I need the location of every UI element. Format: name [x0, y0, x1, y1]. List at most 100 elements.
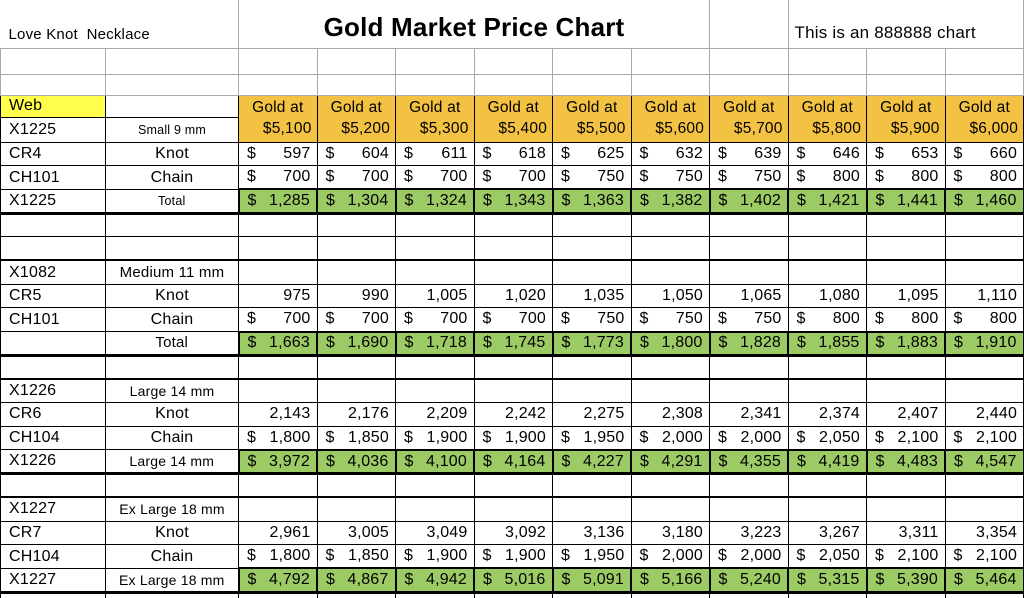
- cell-product-code[interactable]: CH104: [0, 544, 106, 569]
- cell-product-label[interactable]: Chain: [104, 165, 240, 190]
- spreadsheet-cell[interactable]: [944, 377, 1024, 404]
- price-cell[interactable]: $1,304: [316, 188, 397, 215]
- spreadsheet-cell[interactable]: [552, 73, 632, 96]
- spreadsheet-cell[interactable]: [473, 473, 554, 498]
- price-cell[interactable]: $2,050: [787, 425, 868, 451]
- price-cell[interactable]: $1,900: [395, 425, 475, 451]
- price-cell[interactable]: $1,718: [394, 330, 476, 357]
- spreadsheet-cell[interactable]: [395, 473, 475, 498]
- cell-product-code[interactable]: [0, 354, 106, 380]
- cell-product-code[interactable]: [0, 47, 106, 75]
- price-cell[interactable]: $1,363: [551, 188, 633, 215]
- gold-price-header-cell[interactable]: Gold at $5,600: [630, 94, 711, 143]
- spreadsheet-cell[interactable]: [473, 212, 554, 238]
- price-cell[interactable]: $1,285: [237, 188, 319, 215]
- price-cell[interactable]: $4,483: [865, 448, 947, 476]
- price-cell[interactable]: $2,050: [787, 544, 868, 569]
- price-cell[interactable]: 2,374: [787, 402, 868, 427]
- spreadsheet-cell[interactable]: [709, 73, 789, 96]
- price-cell[interactable]: 1,005: [395, 283, 475, 309]
- spreadsheet-cell[interactable]: [395, 496, 475, 522]
- price-cell[interactable]: $1,800: [238, 425, 318, 451]
- spreadsheet-cell[interactable]: [552, 259, 632, 285]
- spreadsheet-cell[interactable]: [944, 47, 1024, 75]
- price-cell[interactable]: $700: [395, 307, 475, 332]
- price-cell[interactable]: 2,209: [395, 402, 475, 427]
- spreadsheet-cell[interactable]: [395, 212, 475, 238]
- price-cell[interactable]: $5,091: [551, 567, 633, 594]
- price-cell[interactable]: $800: [787, 165, 868, 190]
- cell-product-label[interactable]: Chain: [104, 307, 240, 332]
- spreadsheet-cell[interactable]: [944, 212, 1024, 238]
- price-cell[interactable]: 1,020: [473, 283, 554, 309]
- spreadsheet-cell[interactable]: [787, 47, 868, 75]
- price-cell[interactable]: $750: [552, 307, 632, 332]
- spreadsheet-cell[interactable]: [395, 377, 475, 404]
- spreadsheet-cell[interactable]: [866, 259, 946, 285]
- cell-product-label[interactable]: Large 14 mm: [104, 449, 240, 476]
- price-cell[interactable]: $700: [395, 165, 475, 190]
- cell-product-code[interactable]: [0, 236, 106, 261]
- spreadsheet-cell[interactable]: [395, 47, 475, 75]
- price-cell[interactable]: 2,961: [238, 520, 318, 546]
- cell-product-label[interactable]: Knot: [104, 141, 240, 167]
- spreadsheet-cell[interactable]: [866, 73, 946, 96]
- price-cell[interactable]: $1,910: [944, 330, 1024, 357]
- price-cell[interactable]: $1,950: [552, 544, 632, 569]
- spreadsheet-cell[interactable]: [630, 47, 711, 75]
- price-cell[interactable]: $4,942: [394, 567, 476, 594]
- spreadsheet-cell[interactable]: [866, 236, 946, 261]
- spreadsheet-cell[interactable]: [238, 377, 318, 404]
- price-cell[interactable]: 1,035: [552, 283, 632, 309]
- spreadsheet-cell[interactable]: [630, 236, 711, 261]
- spreadsheet-cell[interactable]: [630, 212, 711, 238]
- cell-product-code[interactable]: X1225: [0, 188, 106, 215]
- price-cell[interactable]: $700: [238, 165, 318, 190]
- spreadsheet-cell[interactable]: [395, 259, 475, 285]
- price-cell[interactable]: 3,223: [709, 520, 789, 546]
- price-cell[interactable]: $800: [944, 307, 1024, 332]
- spreadsheet-cell[interactable]: [709, 0, 789, 49]
- cell-product-label[interactable]: Small 9 mm: [104, 116, 240, 143]
- price-cell[interactable]: $4,036: [316, 448, 397, 476]
- spreadsheet-cell[interactable]: [473, 377, 554, 404]
- price-cell[interactable]: $1,800: [238, 544, 318, 569]
- cell-product-label[interactable]: Knot: [104, 520, 240, 546]
- price-cell[interactable]: $639: [709, 141, 789, 167]
- spreadsheet-cell[interactable]: [709, 377, 789, 404]
- cell-product-code[interactable]: [0, 473, 106, 498]
- price-cell[interactable]: $632: [630, 141, 711, 167]
- price-cell[interactable]: 2,242: [473, 402, 554, 427]
- spreadsheet-cell[interactable]: [316, 591, 397, 598]
- cell-product-code[interactable]: X1226: [0, 449, 106, 476]
- spreadsheet-cell[interactable]: [787, 591, 868, 598]
- spreadsheet-cell[interactable]: [709, 354, 789, 380]
- spreadsheet-cell[interactable]: [944, 473, 1024, 498]
- spreadsheet-cell[interactable]: [238, 47, 318, 75]
- price-cell[interactable]: $2,100: [866, 544, 946, 569]
- price-cell[interactable]: 2,143: [238, 402, 318, 427]
- spreadsheet-cell[interactable]: [944, 354, 1024, 380]
- spreadsheet-cell[interactable]: [552, 473, 632, 498]
- spreadsheet-cell[interactable]: [316, 473, 397, 498]
- gold-price-header-cell[interactable]: Gold at $5,500: [552, 94, 632, 143]
- price-cell[interactable]: $1,402: [708, 188, 790, 215]
- price-cell[interactable]: $800: [787, 307, 868, 332]
- cell-product-label[interactable]: [104, 354, 240, 380]
- spreadsheet-cell[interactable]: [787, 354, 868, 380]
- spreadsheet-cell[interactable]: [238, 259, 318, 285]
- price-cell[interactable]: $4,355: [708, 448, 790, 476]
- spreadsheet-cell[interactable]: [316, 354, 397, 380]
- cell-product-label[interactable]: Chain: [104, 544, 240, 569]
- right-note-cell[interactable]: This is an 888888 chart: [787, 0, 1024, 49]
- price-cell[interactable]: 3,180: [630, 520, 711, 546]
- spreadsheet-cell[interactable]: [473, 259, 554, 285]
- price-cell[interactable]: $1,800: [630, 330, 711, 357]
- spreadsheet-cell[interactable]: [709, 236, 789, 261]
- price-cell[interactable]: $1,324: [394, 188, 476, 215]
- cell-product-code[interactable]: CH101: [0, 165, 106, 190]
- spreadsheet-cell[interactable]: [552, 236, 632, 261]
- price-cell[interactable]: $1,828: [708, 330, 790, 357]
- price-cell[interactable]: $2,100: [866, 425, 946, 451]
- page-title[interactable]: Gold Market Price Chart: [238, 0, 710, 49]
